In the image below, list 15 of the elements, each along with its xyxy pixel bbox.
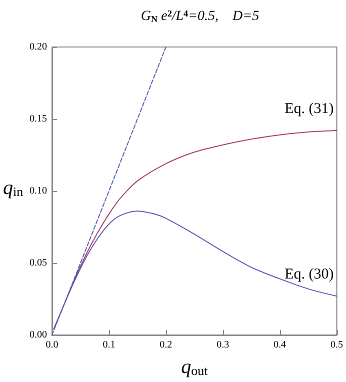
x-tick-label: 0.2 <box>160 340 172 350</box>
x-axis-title: qout <box>181 356 208 378</box>
y-tick-label: 0.15 <box>30 114 47 124</box>
x-tick-label: 0.4 <box>274 340 286 350</box>
y-axis-title: qin <box>3 177 24 199</box>
x-tick-label: 0.5 <box>330 340 343 350</box>
x-tick-label: 0.3 <box>216 340 230 350</box>
y-tick-label: 0.20 <box>30 42 47 52</box>
y-tick-label: 0.00 <box>30 330 47 340</box>
series-label: Eq. (31) <box>284 101 334 118</box>
x-tick-label: 0.0 <box>46 340 58 350</box>
y-tick-label: 0.10 <box>30 186 47 196</box>
series-label: Eq. (30) <box>284 266 334 283</box>
y-tick-label: 0.05 <box>30 258 47 268</box>
x-tick-label: 0.1 <box>102 340 116 350</box>
